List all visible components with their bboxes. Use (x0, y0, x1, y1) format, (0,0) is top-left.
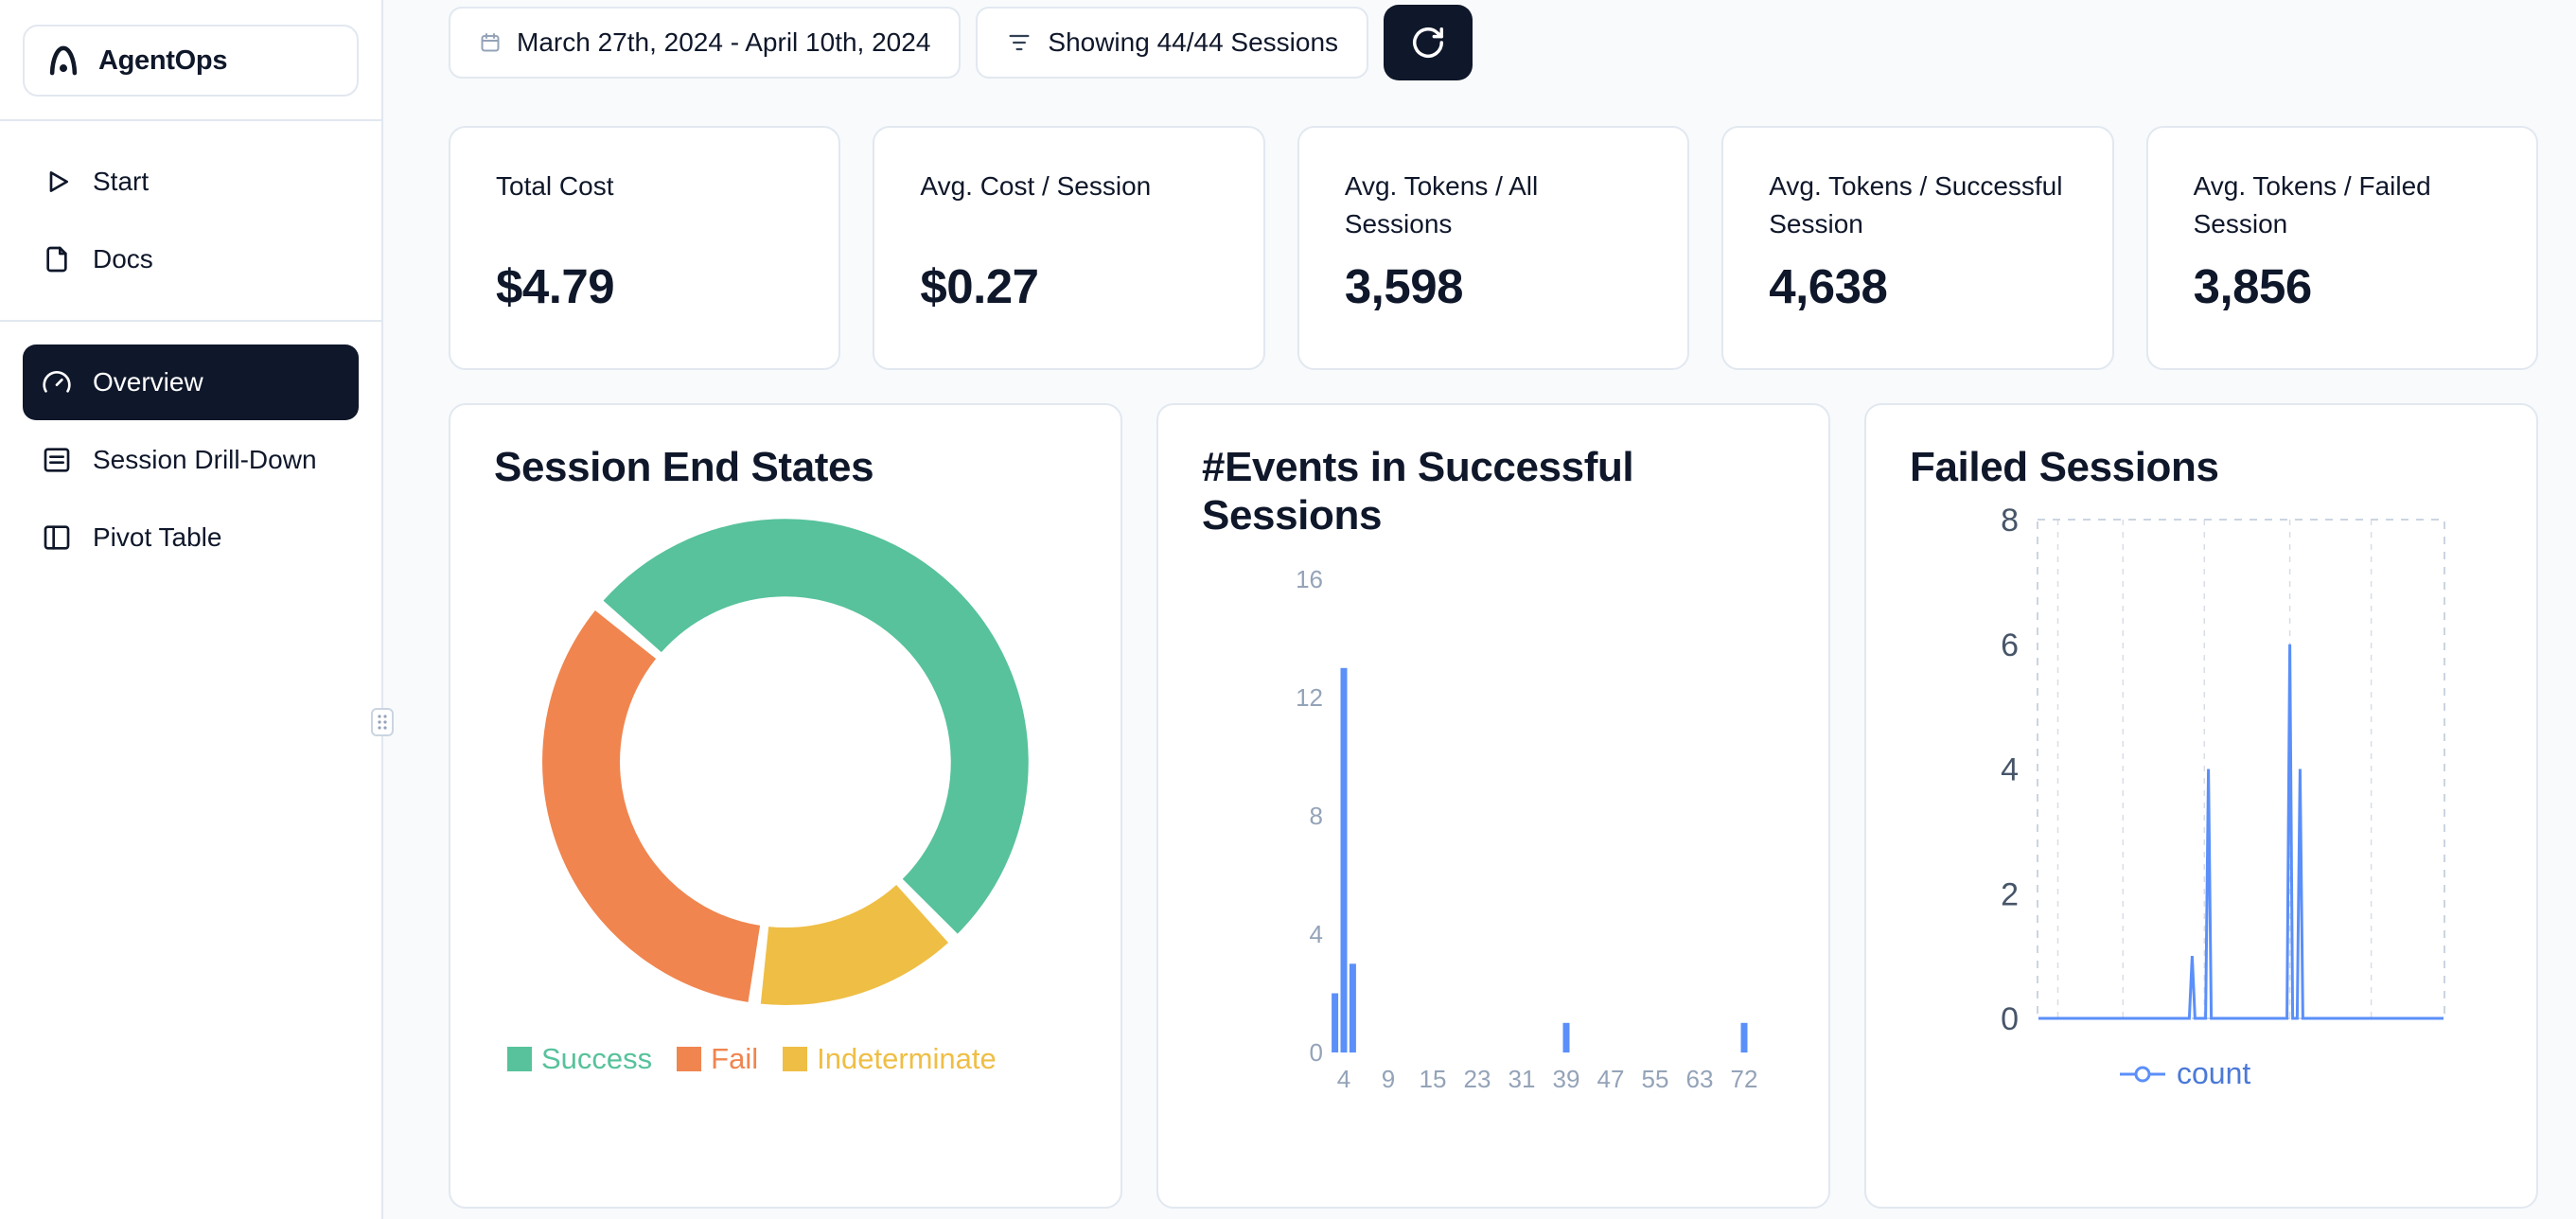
stat-card-avg-tokens-all: Avg. Tokens / All Sessions 3,598 (1297, 126, 1690, 370)
grip-dots-icon (378, 715, 387, 730)
logo-label: AgentOps (98, 44, 228, 76)
svg-text:72: 72 (1731, 1065, 1758, 1093)
legend-label: Fail (711, 1042, 759, 1076)
svg-text:4: 4 (1310, 920, 1323, 948)
legend-swatch (783, 1047, 808, 1072)
svg-text:8: 8 (2001, 503, 2019, 539)
legend-label: Success (541, 1042, 653, 1076)
count-legend[interactable]: count (2116, 1056, 2493, 1091)
legend-item-fail[interactable]: Fail (677, 1042, 758, 1076)
refresh-button[interactable] (1384, 5, 1473, 80)
columns-panel-icon (44, 525, 70, 550)
stat-label: Avg. Cost / Session (920, 171, 1152, 201)
legend-swatch (677, 1047, 702, 1072)
svg-text:47: 47 (1597, 1065, 1625, 1093)
svg-text:39: 39 (1553, 1065, 1580, 1093)
stat-value: $4.79 (496, 259, 615, 313)
pie-legend: Success Fail Indeterminate (507, 1042, 1077, 1076)
session-end-states-donut-chart (542, 519, 1029, 1006)
sidebar-item-label: Pivot Table (93, 522, 222, 552)
svg-text:4: 4 (2001, 752, 2019, 788)
agentops-logo-icon (49, 45, 78, 76)
stat-label: Total Cost (496, 171, 614, 201)
session-end-states-card: Session End States Success Fail (449, 403, 1122, 1209)
stat-card-total-cost: Total Cost $4.79 (449, 126, 841, 370)
refresh-icon (1413, 27, 1444, 58)
line-circle-icon (2120, 1066, 2165, 1083)
stat-value: 3,856 (2193, 259, 2313, 313)
svg-text:8: 8 (1310, 802, 1323, 830)
sidebar-item-label: Overview (93, 367, 203, 397)
svg-text:31: 31 (1509, 1065, 1536, 1093)
gauge-icon (43, 371, 71, 393)
stat-card-avg-cost-session: Avg. Cost / Session $0.27 (873, 126, 1265, 370)
sidebar: AgentOps Start Docs Overview (0, 0, 394, 1219)
svg-text:4: 4 (1337, 1065, 1350, 1093)
chart-title: Session End States (494, 444, 874, 490)
sidebar-item-label: Start (93, 167, 150, 196)
charts-row: Session End States Success Fail (449, 403, 2538, 1209)
sidebar-resize-handle[interactable] (371, 708, 394, 736)
svg-text:0: 0 (1310, 1038, 1323, 1067)
document-icon (46, 246, 67, 273)
svg-text:6: 6 (2001, 627, 2019, 663)
chart-title: Failed Sessions (1910, 444, 2219, 490)
date-range-button[interactable]: March 27th, 2024 - April 10th, 2024 (449, 7, 962, 79)
legend-item-indeterminate[interactable]: Indeterminate (783, 1042, 997, 1076)
sidebar-item-docs[interactable]: Docs (23, 221, 359, 297)
stat-value: 3,598 (1344, 259, 1464, 313)
legend-label: count (2177, 1056, 2251, 1091)
sidebar-divider (0, 320, 381, 322)
sidebar-nav-main: Overview Session Drill-Down Pivot Table (23, 344, 359, 575)
legend-swatch (507, 1047, 532, 1072)
calendar-icon (481, 33, 500, 52)
sidebar-item-label: Session Drill-Down (93, 445, 317, 474)
main-content: March 27th, 2024 - April 10th, 2024 Show… (383, 0, 2576, 1219)
svg-text:16: 16 (1296, 565, 1323, 593)
filter-icon (1009, 34, 1030, 51)
sidebar-item-start[interactable]: Start (23, 144, 359, 220)
svg-text:63: 63 (1686, 1065, 1714, 1093)
stat-label: Avg. Tokens / Successful Session (1769, 171, 2063, 238)
stat-value: $0.27 (920, 259, 1039, 313)
failed-sessions-line-chart: 0 2 4 6 8 (2001, 503, 2445, 1037)
sidebar-item-pivot-table[interactable]: Pivot Table (23, 500, 359, 575)
legend-label: Indeterminate (817, 1042, 997, 1076)
failed-sessions-card: Failed Sessions 0 2 4 6 8 count (1864, 403, 2538, 1209)
rows-panel-icon (44, 448, 70, 472)
svg-text:23: 23 (1464, 1065, 1491, 1093)
svg-text:9: 9 (1382, 1065, 1395, 1093)
date-range-label: March 27th, 2024 - April 10th, 2024 (517, 27, 931, 57)
sessions-filter-label: Showing 44/44 Sessions (1048, 27, 1339, 57)
legend-item-success[interactable]: Success (507, 1042, 652, 1076)
sidebar-item-label: Docs (93, 244, 153, 274)
svg-text:2: 2 (2001, 876, 2019, 912)
svg-text:55: 55 (1642, 1065, 1669, 1093)
svg-text:0: 0 (2001, 1001, 2019, 1037)
sidebar-nav-top: Start Docs (23, 144, 359, 297)
stat-card-avg-tokens-failed: Avg. Tokens / Failed Session 3,856 (2145, 126, 2539, 370)
sidebar-item-overview[interactable]: Overview (23, 344, 359, 420)
stats-row: Total Cost $4.79 Avg. Cost / Session $0.… (449, 126, 2539, 370)
sidebar-divider (0, 119, 381, 121)
stat-label: Avg. Tokens / All Sessions (1344, 171, 1539, 238)
svg-text:15: 15 (1420, 1065, 1447, 1093)
chart-title: #Events in Successful Sessions (1202, 444, 1634, 539)
logo-card[interactable]: AgentOps (23, 25, 359, 97)
stat-label: Avg. Tokens / Failed Session (2193, 171, 2431, 238)
svg-text:12: 12 (1296, 683, 1323, 712)
stat-card-avg-tokens-successful: Avg. Tokens / Successful Session 4,638 (1721, 126, 2114, 370)
sessions-filter-button[interactable]: Showing 44/44 Sessions (976, 7, 1369, 79)
play-icon (49, 171, 68, 192)
sidebar-item-session-drill-down[interactable]: Session Drill-Down (23, 422, 359, 498)
events-histogram-card: #Events in Successful Sessions 0 4 8 12 16 4 9… (1156, 403, 1830, 1209)
stat-value: 4,638 (1769, 259, 1888, 313)
topbar: March 27th, 2024 - April 10th, 2024 Show… (449, 4, 2538, 81)
